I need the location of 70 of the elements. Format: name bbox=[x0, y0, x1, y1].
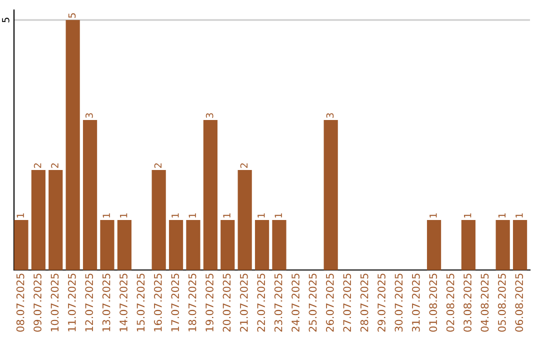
x-tick-label: 31.07.2025 bbox=[412, 274, 420, 332]
bar bbox=[100, 220, 114, 270]
x-tick-label: 13.07.2025 bbox=[102, 274, 110, 332]
x-tick-label: 17.07.2025 bbox=[171, 274, 180, 332]
x-tick-label: 11.07.2025 bbox=[68, 274, 76, 332]
bar bbox=[152, 170, 166, 270]
x-tick-label: 27.07.2025 bbox=[343, 274, 352, 332]
data-label: 1 bbox=[120, 213, 128, 218]
x-tick-label: 23.07.2025 bbox=[274, 274, 282, 332]
x-tick-label: 18.07.2025 bbox=[188, 274, 196, 332]
x-tick-label: 09.07.2025 bbox=[34, 274, 42, 332]
x-tick-label: 26.07.2025 bbox=[326, 274, 334, 332]
bar bbox=[254, 220, 270, 270]
bar bbox=[426, 220, 442, 270]
data-label: 1 bbox=[102, 213, 110, 218]
x-tick-label: 02.08.2025 bbox=[446, 274, 454, 332]
bar bbox=[168, 220, 184, 270]
x-tick-label: 24.07.2025 bbox=[292, 274, 300, 332]
bar bbox=[31, 170, 46, 270]
bar bbox=[48, 170, 63, 270]
data-label: 1 bbox=[430, 213, 437, 218]
bar bbox=[203, 120, 218, 270]
x-tick-label: 08.07.2025 bbox=[16, 274, 24, 332]
x-tick-label: 29.07.2025 bbox=[378, 274, 386, 332]
x-tick-label: 25.07.2025 bbox=[308, 274, 317, 332]
x-tick-label: 10.07.2025 bbox=[50, 274, 59, 332]
bar bbox=[512, 220, 528, 270]
bar bbox=[496, 220, 510, 270]
x-tick-label: 14.07.2025 bbox=[120, 274, 128, 332]
bar bbox=[186, 220, 200, 270]
bar bbox=[220, 220, 235, 270]
data-label: 1 bbox=[172, 213, 179, 218]
bar bbox=[14, 220, 28, 270]
x-tick-label: 22.07.2025 bbox=[257, 274, 266, 332]
data-label: 1 bbox=[516, 213, 523, 218]
x-tick-label: 12.07.2025 bbox=[85, 274, 94, 332]
x-tick-label: 06.08.2025 bbox=[515, 274, 524, 332]
x-tick-label: 20.07.2025 bbox=[222, 274, 231, 332]
x-tick-label: 16.07.2025 bbox=[154, 274, 162, 332]
data-label: 1 bbox=[16, 213, 24, 218]
x-tick-label: 03.08.2025 bbox=[464, 274, 472, 332]
x-tick-label: 30.07.2025 bbox=[394, 274, 403, 332]
bar bbox=[238, 170, 252, 270]
x-tick-label: 05.08.2025 bbox=[498, 274, 506, 332]
data-label: 1 bbox=[188, 213, 196, 218]
data-label: 1 bbox=[498, 213, 506, 218]
bar bbox=[82, 120, 98, 270]
x-tick-label: 01.08.2025 bbox=[429, 274, 438, 332]
x-tick-label: 28.07.2025 bbox=[360, 274, 368, 332]
data-label: 3 bbox=[326, 113, 334, 118]
data-label: 3 bbox=[85, 113, 93, 118]
x-tick-label: 04.08.2025 bbox=[480, 274, 489, 332]
data-label: 1 bbox=[223, 213, 230, 218]
x-tick-label: 19.07.2025 bbox=[206, 274, 214, 332]
data-label: 2 bbox=[240, 163, 248, 168]
data-label: 2 bbox=[154, 163, 162, 168]
data-label: 1 bbox=[258, 213, 265, 218]
data-label: 1 bbox=[464, 213, 472, 218]
data-label: 5 bbox=[68, 13, 76, 18]
bar bbox=[272, 220, 286, 270]
data-label: 2 bbox=[34, 163, 42, 168]
x-tick-label: 21.07.2025 bbox=[240, 274, 248, 332]
data-label: 2 bbox=[51, 163, 58, 168]
bar bbox=[461, 220, 476, 270]
bar bbox=[117, 220, 132, 270]
x-tick-label: 15.07.2025 bbox=[136, 274, 145, 332]
data-label: 3 bbox=[206, 113, 214, 118]
bar bbox=[66, 20, 80, 270]
bar bbox=[324, 120, 338, 270]
data-label: 1 bbox=[274, 213, 282, 218]
